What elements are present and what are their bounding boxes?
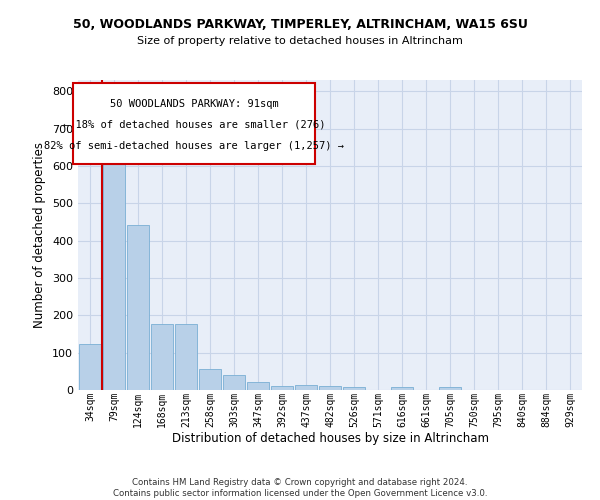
Bar [271,386,293,390]
Bar [343,386,365,390]
Text: Contains HM Land Registry data © Crown copyright and database right 2024.
Contai: Contains HM Land Registry data © Crown c… [113,478,487,498]
Y-axis label: Number of detached properties: Number of detached properties [34,142,46,328]
Bar [439,387,461,390]
FancyBboxPatch shape [73,83,315,164]
Bar [103,148,125,390]
X-axis label: Distribution of detached houses by size in Altrincham: Distribution of detached houses by size … [172,432,488,445]
Bar [391,387,413,390]
Bar [175,324,197,390]
Text: Size of property relative to detached houses in Altrincham: Size of property relative to detached ho… [137,36,463,46]
Text: 82% of semi-detached houses are larger (1,257) →: 82% of semi-detached houses are larger (… [44,141,344,151]
Text: 50 WOODLANDS PARKWAY: 91sqm: 50 WOODLANDS PARKWAY: 91sqm [110,98,278,108]
Bar [151,324,173,390]
Bar [295,385,317,390]
Bar [127,224,149,390]
Text: 50, WOODLANDS PARKWAY, TIMPERLEY, ALTRINCHAM, WA15 6SU: 50, WOODLANDS PARKWAY, TIMPERLEY, ALTRIN… [73,18,527,30]
Bar [79,344,101,390]
Bar [223,375,245,390]
Bar [319,386,341,390]
Bar [199,368,221,390]
Text: ← 18% of detached houses are smaller (276): ← 18% of detached houses are smaller (27… [62,120,325,130]
Bar [247,382,269,390]
